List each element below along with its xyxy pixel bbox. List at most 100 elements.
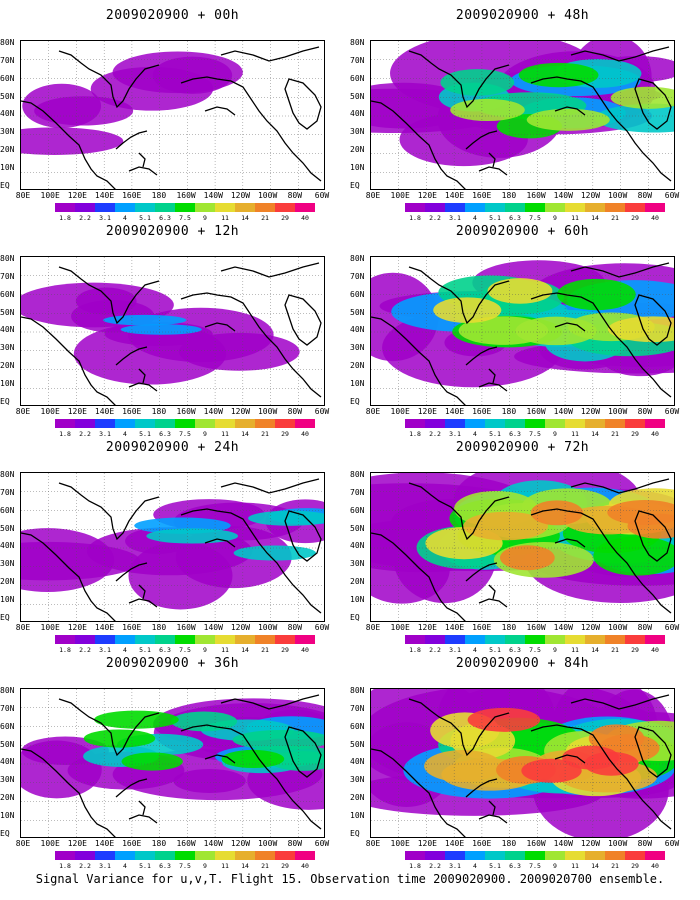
latitude-label: 40N xyxy=(0,109,15,119)
colorbar-segment xyxy=(115,419,135,428)
colorbar-segment xyxy=(295,419,315,428)
coastline xyxy=(58,266,160,325)
colorbar-segment xyxy=(405,635,425,644)
colorbar-segment xyxy=(425,851,445,860)
colorbar-segment xyxy=(565,635,585,644)
coastline xyxy=(220,46,320,62)
variance-region xyxy=(467,707,541,732)
colorbar-label: 3.1 xyxy=(99,430,111,438)
colorbar-segment xyxy=(465,203,485,212)
panel-title: 2009020900 + 72h xyxy=(455,440,590,455)
colorbar-segment xyxy=(545,851,565,860)
longitude-axis: 80E 100E 120E 140E 160E 180 160W 140W 120W 100W 80… xyxy=(16,191,329,201)
coastline xyxy=(408,266,510,325)
latitude-label: 20N xyxy=(0,145,15,155)
colorbar-segment xyxy=(275,635,295,644)
latitude-label: 60N xyxy=(0,721,15,731)
colorbar-segment xyxy=(155,419,175,428)
longitude-label: 80E xyxy=(365,623,381,632)
colorbar-segment xyxy=(465,419,485,428)
colorbar-label: 7.5 xyxy=(529,430,541,438)
colorbar-segment xyxy=(75,203,95,212)
longitude-label: 140E xyxy=(94,623,115,632)
colorbar-segment xyxy=(505,851,525,860)
coastline xyxy=(204,538,236,548)
colorbar-segment xyxy=(195,851,215,860)
coastline xyxy=(204,322,236,332)
colorbar-segment xyxy=(425,419,445,428)
variance-map xyxy=(370,472,675,622)
colorbar-label: 7.5 xyxy=(529,862,541,870)
coastline xyxy=(408,482,510,541)
colorbar-segment xyxy=(645,419,665,428)
variance-region xyxy=(128,541,233,610)
coastline xyxy=(465,562,498,582)
latitude-label: 40N xyxy=(350,541,365,551)
colorbar-label: 2.2 xyxy=(429,862,441,870)
longitude-label: 160W xyxy=(526,191,546,200)
colorbar-segment xyxy=(75,635,95,644)
latitude-label: 10N xyxy=(0,595,15,604)
longitude-label: 180 xyxy=(501,191,517,200)
latitude-label: 50N xyxy=(0,91,15,101)
coastline xyxy=(180,508,322,614)
longitude-label: 120E xyxy=(67,839,87,848)
longitude-label: 120E xyxy=(67,407,87,416)
colorbar-label: 29 xyxy=(631,430,639,438)
coastline xyxy=(138,584,146,600)
colorbar-segment xyxy=(135,203,155,212)
latitude-label: 10N xyxy=(350,811,365,820)
colorbar-segment xyxy=(485,203,505,212)
colorbar-label: 6.3 xyxy=(159,430,171,438)
coastline xyxy=(138,368,146,384)
colorbar-segment xyxy=(135,635,155,644)
longitude-label: 120E xyxy=(67,623,87,632)
coastline xyxy=(128,814,158,824)
variance-region xyxy=(594,103,674,133)
variance-region xyxy=(103,314,187,326)
longitude-label: 140E xyxy=(94,407,115,416)
latitude-label: EQ xyxy=(0,396,10,406)
variance-region xyxy=(526,108,610,131)
colorbar-label: 11 xyxy=(221,646,229,654)
colorbar-label: 14 xyxy=(241,646,249,654)
longitude-label: 100E xyxy=(390,407,410,416)
colorbar-label: 14 xyxy=(591,214,599,222)
longitude-label: 60W xyxy=(314,191,330,200)
variance-map xyxy=(370,688,675,838)
colorbar-label: 29 xyxy=(281,214,289,222)
colorbar-segment xyxy=(445,635,465,644)
longitude-label: 80E xyxy=(15,839,31,848)
variance-region xyxy=(83,729,156,748)
latitude-label: EQ xyxy=(0,180,10,190)
colorbar-segment xyxy=(525,203,545,212)
longitude-label: 120W xyxy=(230,407,251,416)
colorbar-label: 5.1 xyxy=(489,862,501,870)
longitude-label: 160W xyxy=(176,407,196,416)
colorbar-label: 11 xyxy=(221,862,229,870)
longitude-label: 100W xyxy=(607,191,628,200)
variance-region xyxy=(232,729,324,750)
longitude-axis: 80E 100E 120E 140E 160E 180 160W 140W 120W 100W 80… xyxy=(366,839,679,849)
colorbar-label: 21 xyxy=(611,430,619,438)
latitude-label: 10N xyxy=(0,163,15,172)
colorbar-label: 9 xyxy=(203,862,207,870)
coastline xyxy=(138,800,146,816)
longitude-label: 180 xyxy=(151,407,167,416)
latitude-label: 80N xyxy=(0,38,15,47)
variance-region xyxy=(269,751,324,771)
colorbar-segment xyxy=(425,203,445,212)
longitude-label: 80W xyxy=(287,839,303,848)
latitude-label: 20N xyxy=(350,145,365,155)
longitude-axis: 80E 100E 120E 140E 160E 180 160W 140W 120W 100W 80… xyxy=(366,623,679,633)
colorbar-label: 21 xyxy=(261,646,269,654)
latitude-label: 60N xyxy=(350,505,365,515)
colorbar-label: 14 xyxy=(241,862,249,870)
coastline xyxy=(570,478,670,494)
colorbar-segment xyxy=(465,851,485,860)
longitude-label: 140E xyxy=(444,623,465,632)
coastline xyxy=(284,510,322,562)
colorbar-label: 7.5 xyxy=(179,430,191,438)
colorbar-label: 40 xyxy=(651,214,659,222)
colorbar-label: 40 xyxy=(301,214,309,222)
